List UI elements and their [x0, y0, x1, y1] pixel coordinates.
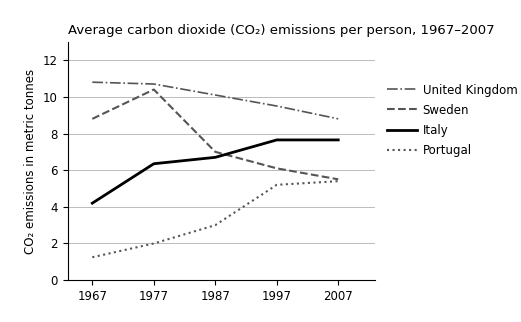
Legend: United Kingdom, Sweden, Italy, Portugal: United Kingdom, Sweden, Italy, Portugal [387, 83, 517, 157]
Text: Average carbon dioxide (CO₂) emissions per person, 1967–2007: Average carbon dioxide (CO₂) emissions p… [68, 24, 494, 36]
Y-axis label: CO₂ emissions in metric tonnes: CO₂ emissions in metric tonnes [24, 69, 38, 253]
